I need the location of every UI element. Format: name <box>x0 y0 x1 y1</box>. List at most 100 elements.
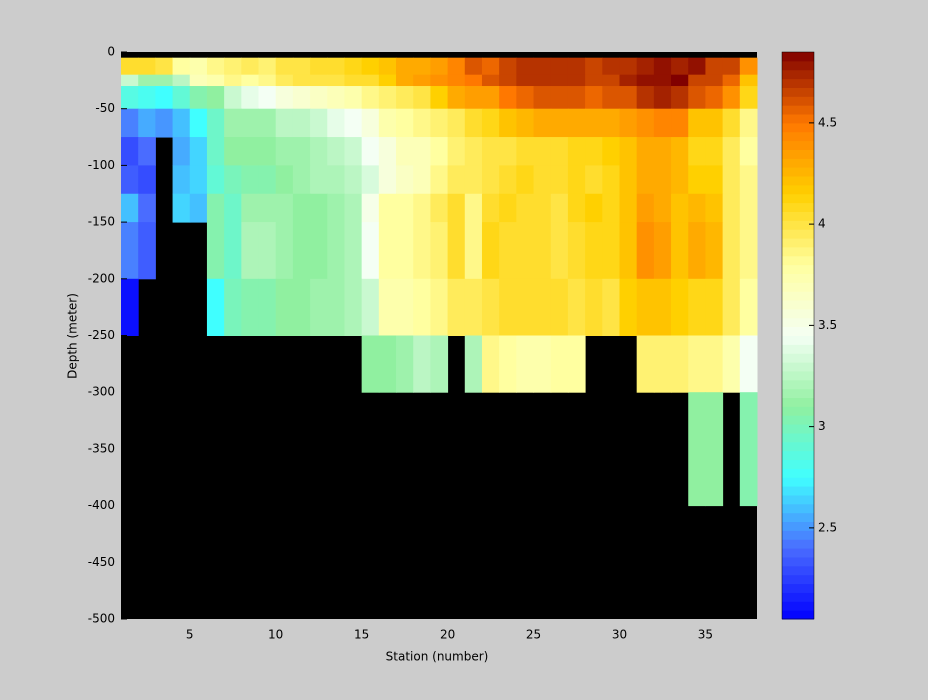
colorbar-band <box>782 255 814 266</box>
cell <box>396 86 414 110</box>
cell <box>688 137 706 166</box>
cell <box>310 108 328 138</box>
cell <box>636 335 655 393</box>
cell <box>464 137 483 166</box>
cell <box>378 278 397 336</box>
cell <box>567 57 586 76</box>
y-tick-label: -300 <box>88 385 115 399</box>
cell <box>344 278 363 336</box>
cell <box>516 57 535 76</box>
cell <box>481 57 500 76</box>
cell <box>705 108 724 138</box>
cell <box>447 165 466 195</box>
colorbar-band <box>782 477 814 487</box>
y-tick-label: -200 <box>88 271 115 285</box>
cell <box>310 86 328 110</box>
cell <box>705 86 724 110</box>
cell <box>396 278 414 336</box>
cell <box>516 74 535 87</box>
cell <box>172 137 191 166</box>
colorbar-band <box>782 432 814 443</box>
colorbar-band <box>782 406 814 416</box>
colorbar-band <box>782 610 814 620</box>
cell <box>550 193 569 223</box>
cell <box>722 165 741 195</box>
colorbar-band <box>782 149 814 159</box>
colorbar-band <box>782 317 814 328</box>
cell <box>739 392 758 507</box>
cell <box>396 193 414 223</box>
cell <box>481 108 500 138</box>
cell <box>705 335 724 393</box>
cell <box>739 335 758 393</box>
cell <box>413 278 431 336</box>
colorbar-band <box>782 512 814 523</box>
cell <box>327 86 345 110</box>
colorbar-band <box>782 344 814 354</box>
cell <box>138 193 156 223</box>
cell <box>550 222 569 280</box>
cell <box>447 137 466 166</box>
colorbar-band <box>782 140 814 150</box>
cell <box>653 193 672 223</box>
cell <box>602 74 620 87</box>
cell <box>361 278 380 336</box>
cell <box>671 165 689 195</box>
cell <box>688 57 706 76</box>
y-tick-label: -250 <box>88 328 115 342</box>
colorbar-tick-label: 3.5 <box>818 318 837 332</box>
colorbar-band <box>782 114 814 124</box>
cells <box>121 57 758 507</box>
cell <box>688 335 706 393</box>
cell <box>567 108 586 138</box>
cell <box>138 86 156 110</box>
colorbar-band <box>782 601 814 611</box>
cell <box>396 222 414 280</box>
y-tick-label: -150 <box>88 215 115 229</box>
cell <box>430 108 449 138</box>
cell <box>619 222 638 280</box>
colorbar-band <box>782 220 814 230</box>
cell <box>378 193 397 223</box>
cell <box>396 74 414 87</box>
cell <box>292 57 311 76</box>
cell <box>533 193 552 223</box>
cell <box>224 165 242 195</box>
cell <box>189 165 208 195</box>
cell <box>447 86 466 110</box>
cell <box>206 108 225 138</box>
cell <box>464 86 483 110</box>
cell <box>413 335 431 393</box>
cell <box>275 57 294 76</box>
cell <box>121 74 139 87</box>
colorbar-band <box>782 105 814 115</box>
cell <box>361 222 380 280</box>
cell <box>155 57 174 76</box>
colorbar-band <box>782 441 814 452</box>
cell <box>361 165 380 195</box>
cell <box>344 222 363 280</box>
cell <box>550 57 569 76</box>
cell <box>138 222 156 280</box>
cell <box>292 74 311 87</box>
cell <box>481 74 500 87</box>
cell <box>413 137 431 166</box>
cell <box>275 86 294 110</box>
cell <box>550 165 569 195</box>
cell <box>378 137 397 166</box>
cell <box>653 86 672 110</box>
cell <box>671 278 689 336</box>
cell <box>499 278 517 336</box>
cell <box>447 108 466 138</box>
cell <box>310 222 328 280</box>
cell <box>206 57 225 76</box>
cell <box>481 165 500 195</box>
cell <box>275 222 294 280</box>
cell <box>619 278 638 336</box>
cell <box>224 74 242 87</box>
cell <box>172 165 191 195</box>
cell <box>533 222 552 280</box>
cell <box>636 278 655 336</box>
cell <box>344 137 363 166</box>
